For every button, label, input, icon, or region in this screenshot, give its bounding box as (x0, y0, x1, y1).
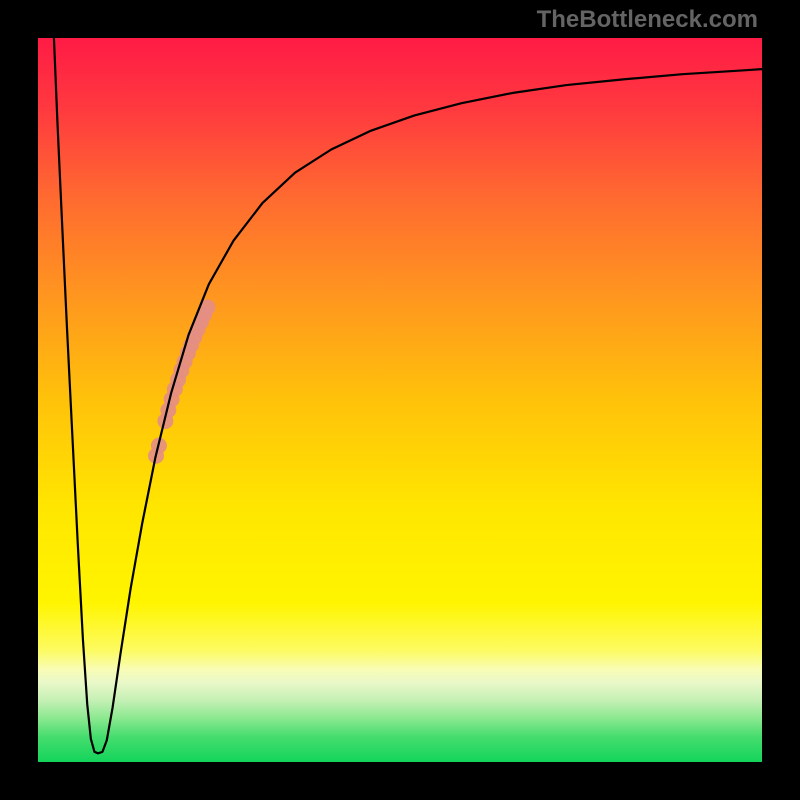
source-watermark: TheBottleneck.com (537, 6, 758, 34)
gradient-background (38, 38, 762, 762)
plot-area (38, 38, 762, 762)
chart-svg (38, 38, 762, 762)
figure-root: TheBottleneck.com (0, 0, 800, 800)
frame-border-left (0, 0, 38, 800)
frame-border-bottom (0, 762, 800, 800)
frame-border-right (762, 0, 800, 800)
